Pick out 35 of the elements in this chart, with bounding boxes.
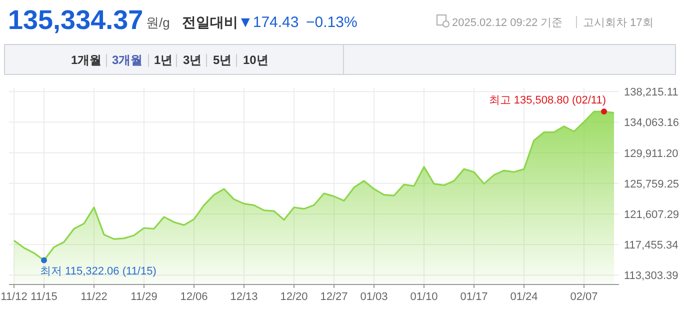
y-tick-label: 117,455.34 [624,240,678,252]
text: 원/g [146,15,170,30]
x-tick-label: 11/29 [130,291,158,303]
text: 1개월 [71,53,102,67]
x-tick-label: 01/03 [360,291,388,303]
x-tick-label: 11/12 [0,291,28,303]
text: 3개월 [112,53,143,67]
x-tick-label: 01/17 [460,291,488,303]
y-tick-label: 113,303.39 [624,270,678,282]
x-tick-label: 12/27 [320,291,348,303]
text: 5년 [213,53,232,67]
text: 고시회차 17회 [583,17,654,29]
text: 3년 [183,53,202,67]
x-tick-label: 12/20 [280,291,308,303]
x-tick-label: 01/24 [510,291,538,303]
x-tick-label: 11/22 [80,291,108,303]
title: 135,334.37 [8,5,144,35]
y-tick-label: 129,911.20 [624,148,678,160]
x-tick-label: 01/10 [410,291,438,303]
text: −0.13% [306,14,358,31]
text: ▼174.43 [238,14,299,31]
x-tick-label: 12/06 [180,291,208,303]
text: 1년 [154,53,173,67]
text: 전일대비 [182,14,238,30]
annotation: 최저 115,322.06 (11/15) [40,265,156,278]
x-tick-label: 02/07 [570,291,598,303]
y-tick-label: 121,607.29 [624,208,680,221]
y-tick-label: 138,215.11 [624,86,678,99]
y-tick-label: 125,759.25 [624,178,680,190]
text: 2025.02.12 09:22 기준 [452,17,563,29]
annotation: 최고 135,508.80 (02/11) [488,94,606,107]
x-tick-label: 11/15 [30,291,58,303]
y-tick-label: 134,063.16 [624,117,680,130]
text: 10년 [243,53,268,67]
x-tick-label: 12/13 [230,291,258,303]
